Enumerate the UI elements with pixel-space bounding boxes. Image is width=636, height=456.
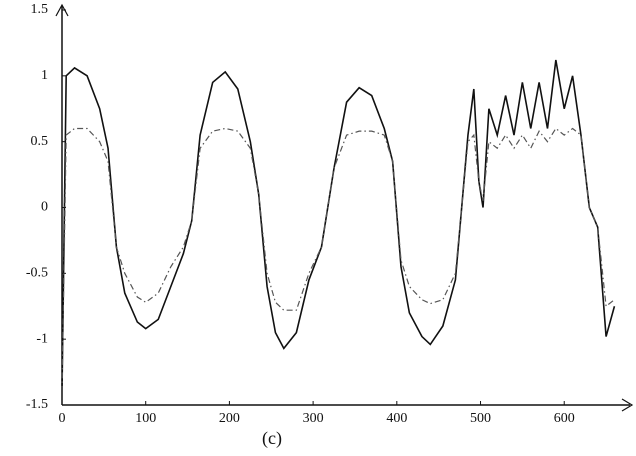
line-series bbox=[61, 127, 615, 392]
x-tick-label: 100 bbox=[135, 411, 156, 426]
y-tick-label: -1.5 bbox=[26, 397, 48, 412]
y-axis-arrow bbox=[55, 3, 69, 17]
x-tick-label: 600 bbox=[554, 411, 575, 426]
y-tick-label: 0.5 bbox=[31, 134, 49, 149]
x-tick-label: 300 bbox=[303, 411, 324, 426]
x-tick-label: 400 bbox=[386, 411, 407, 426]
x-tick-label: 200 bbox=[219, 411, 240, 426]
y-tick-label: -0.5 bbox=[26, 266, 48, 281]
x-axis-arrow bbox=[621, 398, 634, 412]
y-tick-label: 0 bbox=[41, 200, 48, 215]
y-tick-label: -1 bbox=[36, 331, 48, 346]
x-tick-label: 500 bbox=[470, 411, 491, 426]
x-axis-label: (c) bbox=[262, 428, 282, 449]
y-tick-label: 1 bbox=[41, 68, 48, 83]
x-tick-label: 0 bbox=[59, 411, 66, 426]
line-series bbox=[61, 59, 616, 392]
y-tick-label: 1.5 bbox=[31, 2, 49, 17]
